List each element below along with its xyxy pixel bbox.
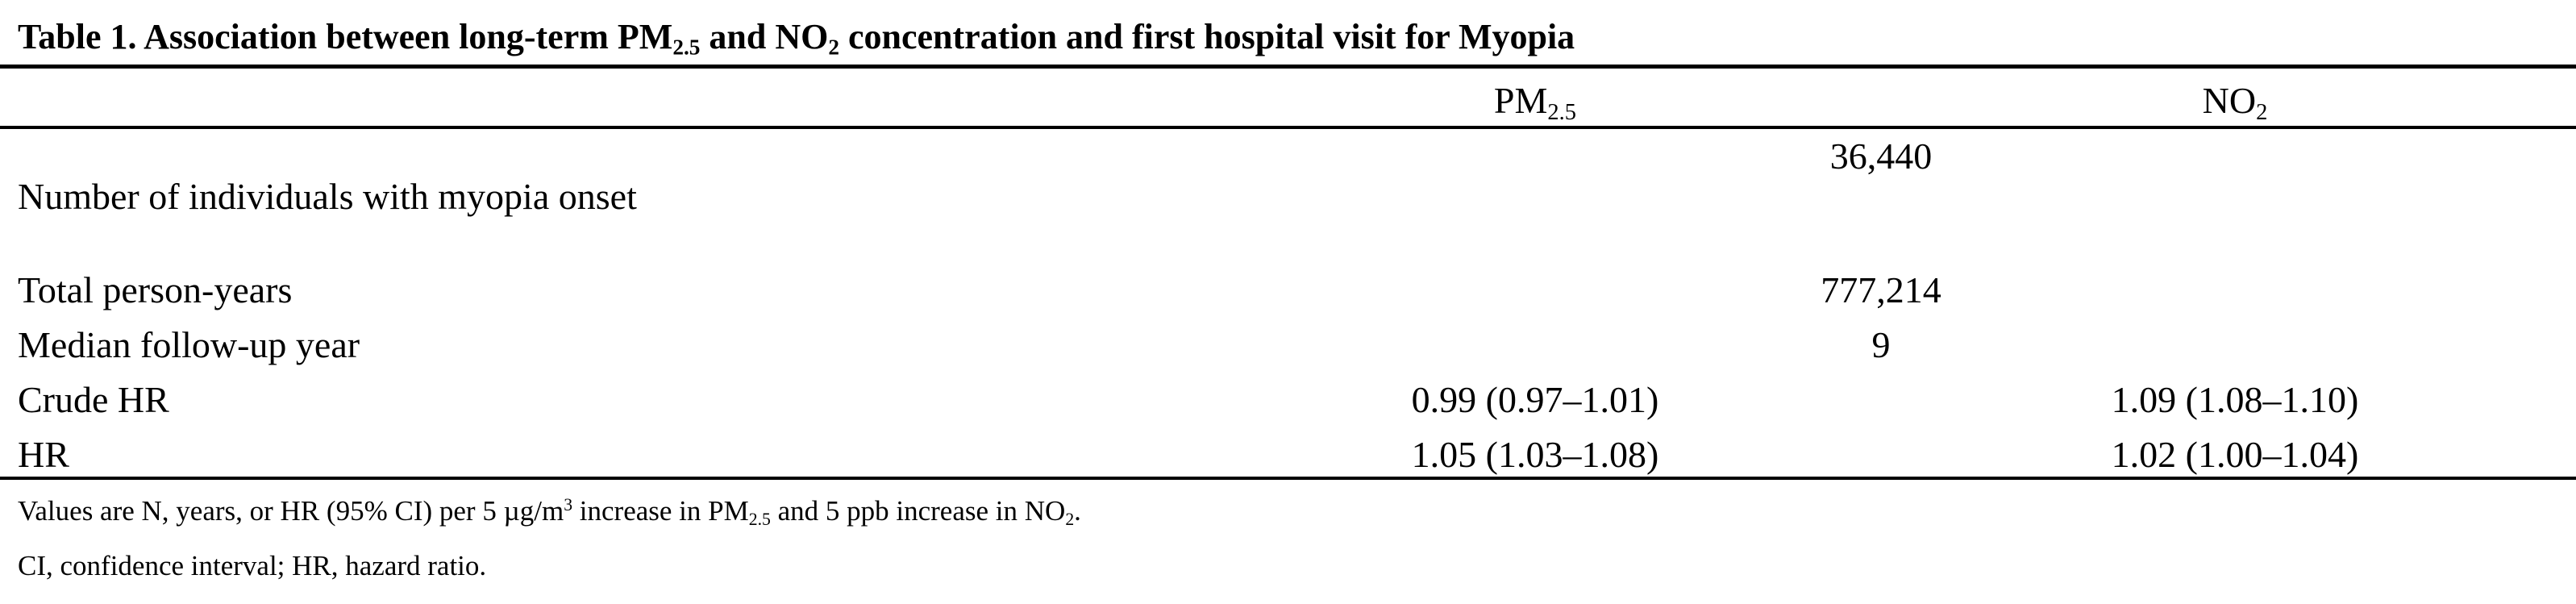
row-label-crude-hr: Crude HR xyxy=(18,379,169,420)
row-value-individuals: 36,440 xyxy=(1829,135,1933,177)
header-rule xyxy=(0,126,2576,129)
row-value-crude-hr-no2: 1.09 (1.08–1.10) xyxy=(2111,379,2359,420)
title-text-3: concentration and first hospital visit f… xyxy=(839,17,1575,56)
row-value-hr-pm25: 1.05 (1.03–1.08) xyxy=(1411,434,1659,475)
column-header-pm25-sub: 2.5 xyxy=(1547,99,1577,125)
footnote-values-text-2: increase in PM xyxy=(572,495,749,527)
column-header-pm25-base: PM xyxy=(1493,80,1548,121)
row-label-individuals: Number of individuals with myopia onset xyxy=(18,176,637,217)
footnote-values: Values are N, years, or HR (95% CI) per … xyxy=(18,495,1081,530)
footnote-values-sub-2: 2 xyxy=(1065,510,1075,530)
title-subscript-1: 2.5 xyxy=(672,35,701,60)
footnote-values-text-3: and 5 ppb increase in NO xyxy=(770,495,1066,527)
row-value-hr-no2: 1.02 (1.00–1.04) xyxy=(2111,434,2359,475)
title-subscript-2: 2 xyxy=(828,35,839,60)
column-header-no2: NO2 xyxy=(2202,79,2268,125)
title-text-1: Table 1. Association between long-term P… xyxy=(18,17,673,56)
bottom-rule xyxy=(0,477,2576,480)
column-header-no2-sub: 2 xyxy=(2256,99,2268,125)
row-value-person-years: 777,214 xyxy=(1821,269,1941,310)
footnote-abbreviations: CI, confidence interval; HR, hazard rati… xyxy=(18,550,487,581)
title-text-2: and NO xyxy=(700,17,829,56)
footnote-values-sub-1: 2.5 xyxy=(748,510,771,530)
column-header-no2-base: NO xyxy=(2202,80,2257,121)
footnote-values-sup: 3 xyxy=(564,495,573,515)
footnote-values-text-4: . xyxy=(1074,495,1081,527)
row-label-follow-up: Median follow-up year xyxy=(18,324,360,365)
table-title: Table 1. Association between long-term P… xyxy=(18,16,1575,60)
column-header-pm25: PM2.5 xyxy=(1493,79,1577,125)
row-label-person-years: Total person-years xyxy=(18,269,293,310)
footnote-values-text-1: Values are N, years, or HR (95% CI) per … xyxy=(18,495,564,527)
top-rule xyxy=(0,65,2576,69)
row-value-crude-hr-pm25: 0.99 (0.97–1.01) xyxy=(1411,379,1659,420)
row-value-follow-up: 9 xyxy=(1871,324,1891,365)
row-label-hr: HR xyxy=(18,434,69,475)
